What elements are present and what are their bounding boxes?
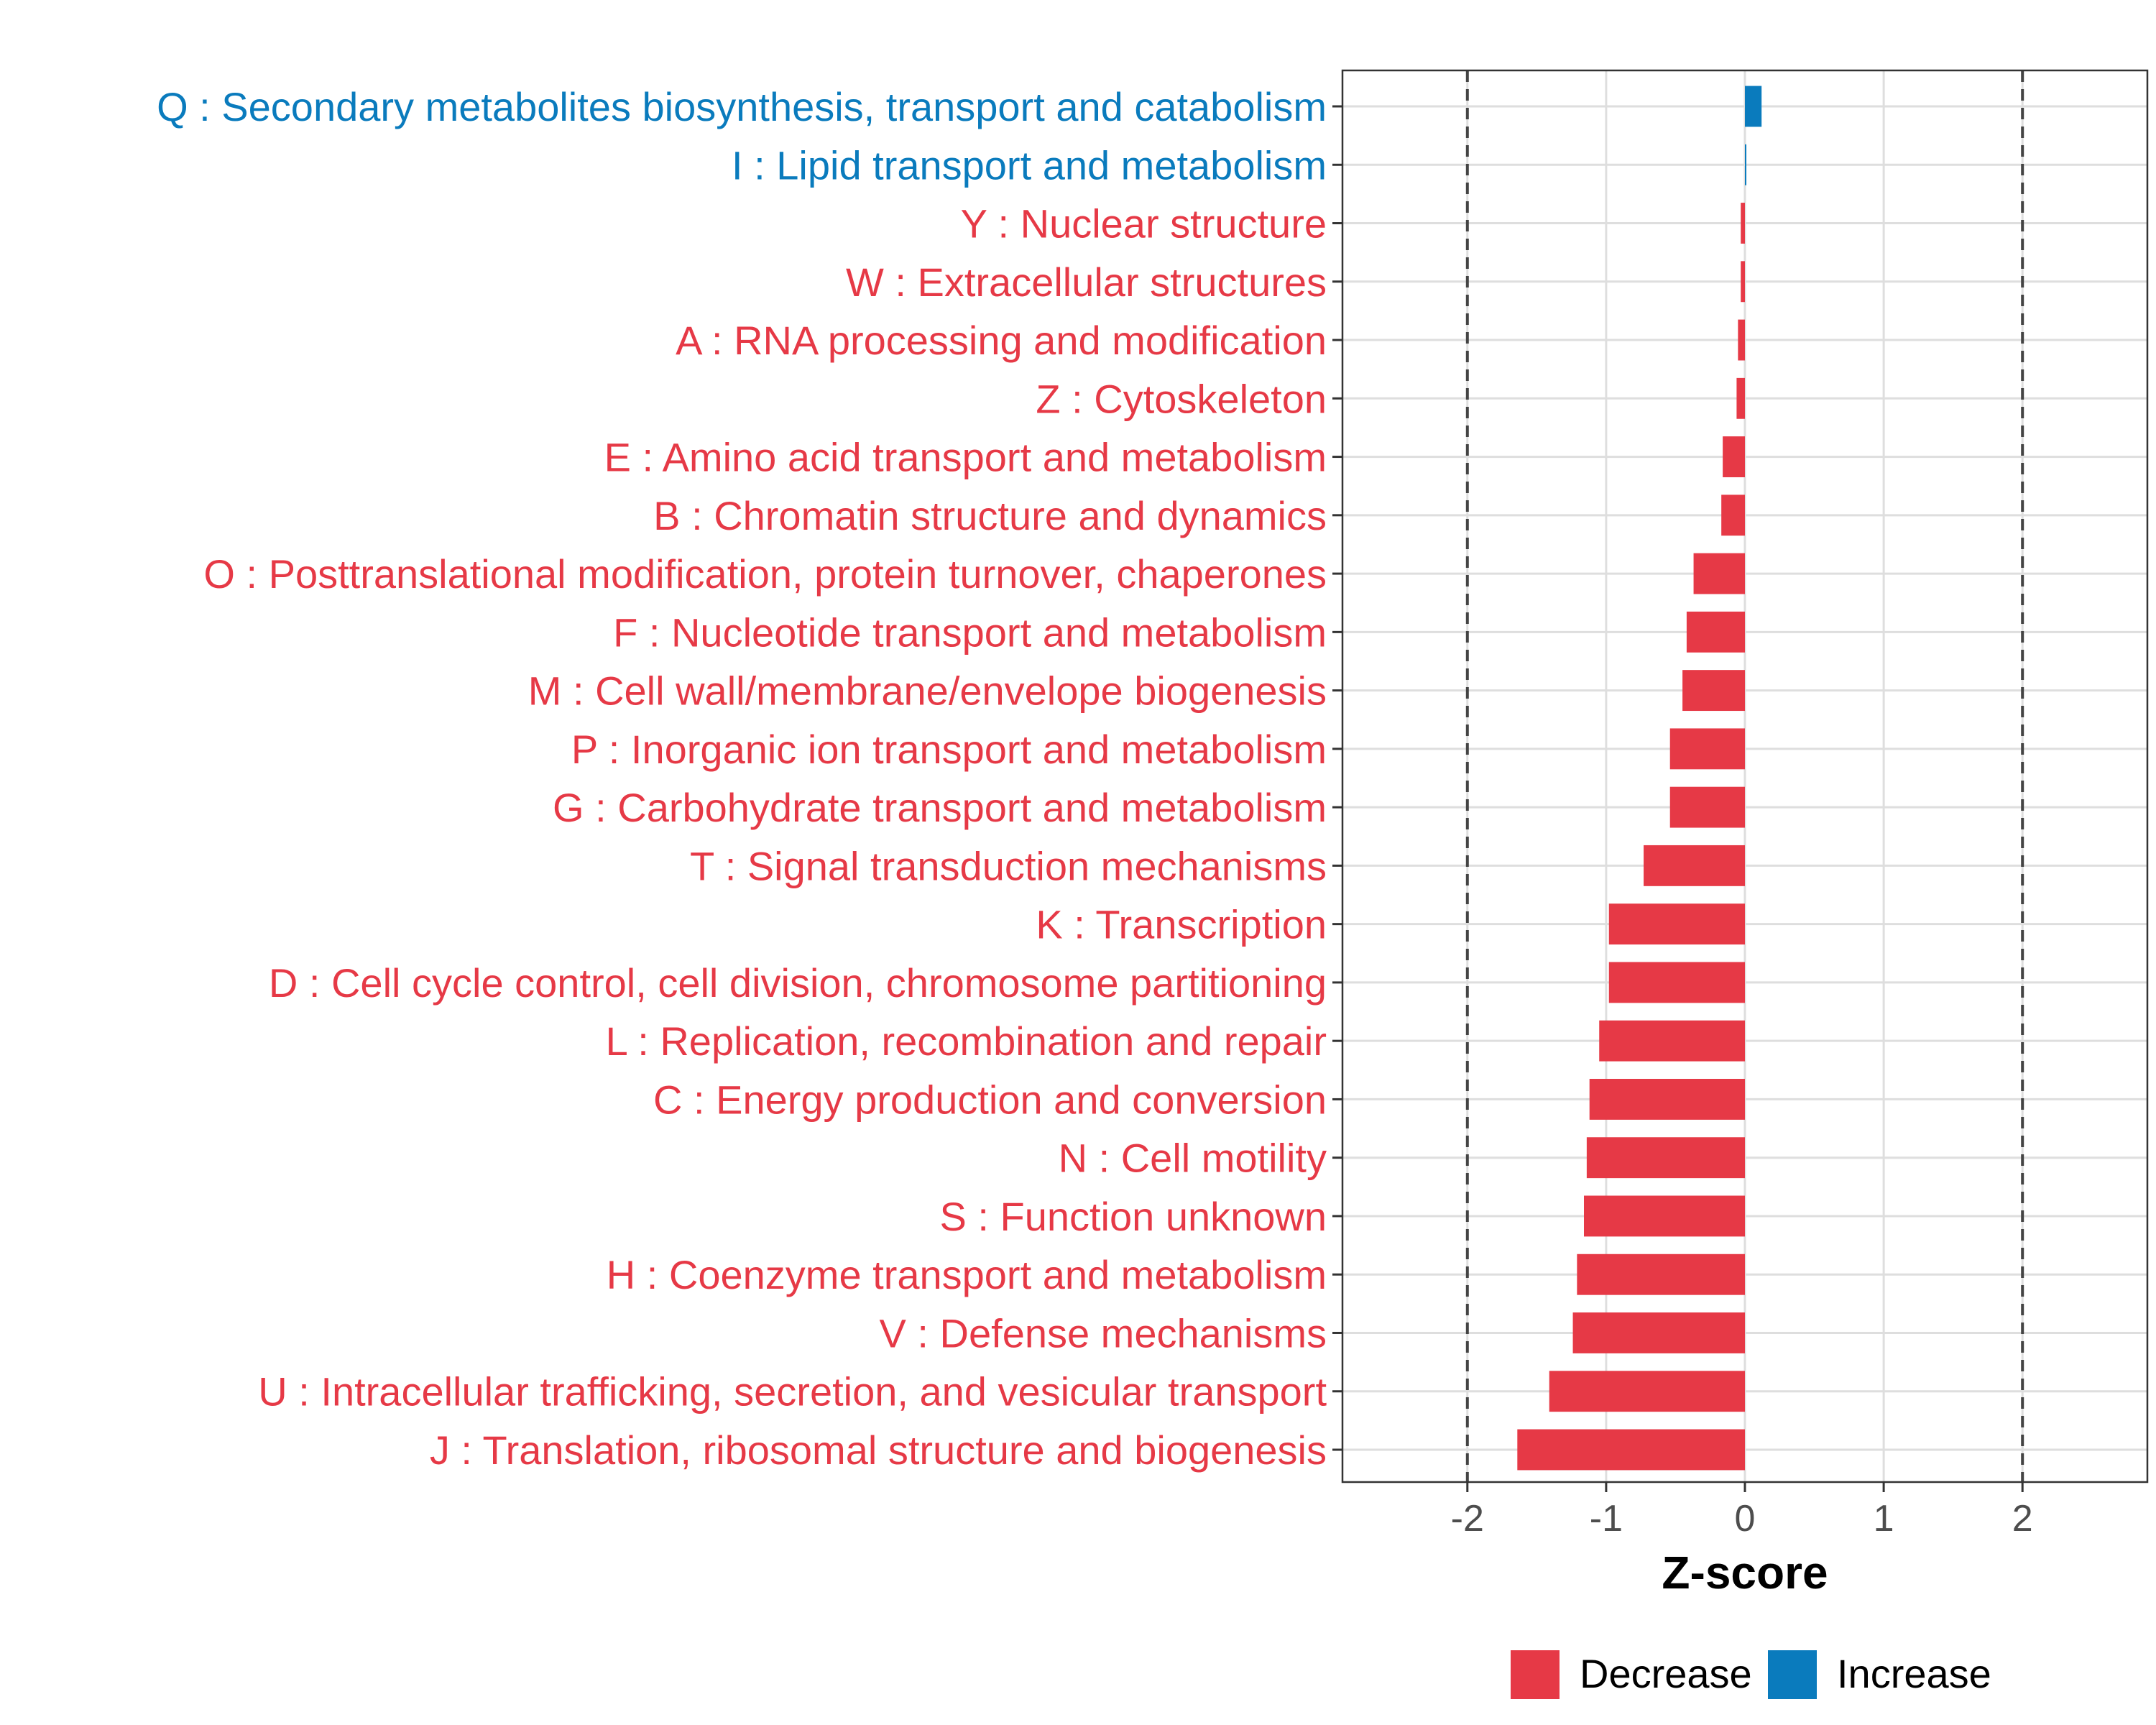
category-label: B : Chromatin structure and dynamics bbox=[653, 493, 1327, 538]
category-label: D : Cell cycle control, cell division, c… bbox=[269, 960, 1327, 1006]
bars bbox=[1517, 86, 1762, 1471]
bar bbox=[1584, 1195, 1745, 1237]
category-label: Z : Cytoskeleton bbox=[1036, 376, 1327, 421]
x-tick-label: -1 bbox=[1590, 1498, 1623, 1540]
bar bbox=[1736, 377, 1745, 419]
category-label: M : Cell wall/membrane/envelope biogenes… bbox=[528, 668, 1327, 714]
bar bbox=[1693, 553, 1745, 594]
category-label: V : Defense mechanisms bbox=[880, 1310, 1327, 1356]
bar bbox=[1589, 1078, 1745, 1120]
category-label: J : Translation, ribosomal structure and… bbox=[430, 1427, 1327, 1473]
legend-swatch bbox=[1768, 1650, 1817, 1699]
category-label: W : Extracellular structures bbox=[846, 259, 1327, 305]
category-label: E : Amino acid transport and metabolism bbox=[604, 435, 1327, 480]
bar bbox=[1682, 670, 1745, 712]
bar bbox=[1669, 786, 1745, 828]
category-label: H : Coenzyme transport and metabolism bbox=[607, 1252, 1327, 1297]
bar bbox=[1586, 1137, 1745, 1179]
category-labels: Q : Secondary metabolites biosynthesis, … bbox=[157, 84, 1327, 1473]
reference-lines bbox=[1465, 70, 2024, 1482]
category-label: T : Signal transduction mechanisms bbox=[690, 843, 1327, 888]
bar bbox=[1644, 845, 1745, 886]
category-label: P : Inorganic ion transport and metaboli… bbox=[571, 727, 1327, 772]
bar bbox=[1745, 86, 1762, 127]
category-label: U : Intracellular trafficking, secretion… bbox=[258, 1369, 1327, 1414]
bar bbox=[1608, 962, 1745, 1003]
category-label: N : Cell motility bbox=[1059, 1136, 1327, 1181]
category-label: G : Carbohydrate transport and metabolis… bbox=[553, 785, 1327, 830]
category-label: L : Replication, recombination and repai… bbox=[606, 1018, 1327, 1064]
bar bbox=[1549, 1371, 1745, 1412]
bar bbox=[1669, 728, 1745, 770]
category-label: F : Nucleotide transport and metabolism bbox=[613, 610, 1327, 655]
bar bbox=[1721, 494, 1745, 536]
legend-label: Increase bbox=[1837, 1651, 1991, 1696]
category-label: C : Energy production and conversion bbox=[653, 1077, 1327, 1122]
bar bbox=[1686, 611, 1745, 653]
x-axis-ticks: -2 -1 0 1 2 bbox=[1451, 1482, 2033, 1540]
legend: Decrease Increase bbox=[1511, 1650, 1991, 1699]
category-label: S : Function unknown bbox=[939, 1194, 1327, 1239]
x-tick-label: 1 bbox=[1874, 1498, 1894, 1540]
bar bbox=[1723, 436, 1745, 478]
category-label: I : Lipid transport and metabolism bbox=[732, 142, 1327, 188]
x-tick-label: -2 bbox=[1451, 1498, 1484, 1540]
bar bbox=[1741, 261, 1745, 303]
legend-swatch bbox=[1511, 1650, 1560, 1699]
y-axis-ticks bbox=[1332, 105, 1342, 1451]
bar bbox=[1599, 1020, 1745, 1062]
x-tick-label: 0 bbox=[1735, 1498, 1756, 1540]
bar bbox=[1741, 203, 1745, 244]
category-label: O : Posttranslational modification, prot… bbox=[203, 551, 1327, 597]
category-label: K : Transcription bbox=[1036, 902, 1327, 947]
x-tick-label: 2 bbox=[2012, 1498, 2033, 1540]
x-axis-title: Z-score bbox=[1662, 1547, 1828, 1598]
bar bbox=[1577, 1254, 1745, 1295]
bar bbox=[1608, 903, 1745, 945]
legend-label: Decrease bbox=[1580, 1651, 1752, 1696]
category-label: Q : Secondary metabolites biosynthesis, … bbox=[157, 84, 1327, 129]
bar bbox=[1517, 1429, 1745, 1471]
category-label: Y : Nuclear structure bbox=[961, 201, 1327, 247]
bar bbox=[1745, 144, 1746, 185]
category-label: A : RNA processing and modification bbox=[676, 318, 1327, 363]
bar bbox=[1738, 319, 1745, 361]
bar bbox=[1572, 1312, 1745, 1353]
